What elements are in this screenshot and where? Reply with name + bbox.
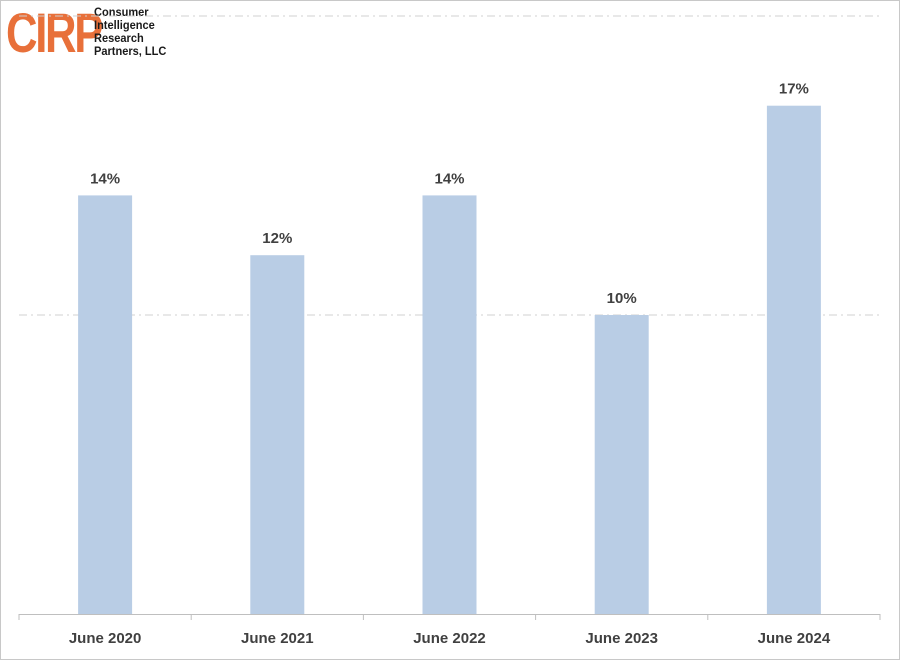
- x-tick-label-3: June 2022: [413, 630, 486, 647]
- x-tick-label-4: June 2023: [585, 630, 658, 647]
- data-label-3: 14%: [434, 170, 464, 187]
- data-label-4: 10%: [607, 290, 637, 307]
- bar-2: [250, 255, 305, 614]
- logo-line-4: Partners, LLC: [94, 44, 167, 58]
- x-tick-label-1: June 2020: [69, 630, 142, 647]
- data-label-1: 14%: [90, 170, 120, 187]
- bar-3: [422, 195, 477, 614]
- cirp-logo: CIRP Consumer Intelligence Research Part…: [6, 4, 173, 62]
- logo-line-2: Intelligence: [94, 18, 155, 32]
- data-label-2: 12%: [262, 230, 292, 247]
- x-tick-label-5: June 2024: [758, 630, 831, 647]
- logo-line-3: Research: [94, 31, 144, 45]
- logo-text: Consumer Intelligence Research Partners,…: [94, 6, 166, 58]
- bar-4: [594, 315, 649, 614]
- data-label-5: 17%: [779, 81, 809, 98]
- bar-5: [766, 105, 821, 614]
- logo-line-1: Consumer: [94, 5, 149, 19]
- x-tick-label-2: June 2021: [241, 630, 314, 647]
- bar-1: [78, 195, 133, 614]
